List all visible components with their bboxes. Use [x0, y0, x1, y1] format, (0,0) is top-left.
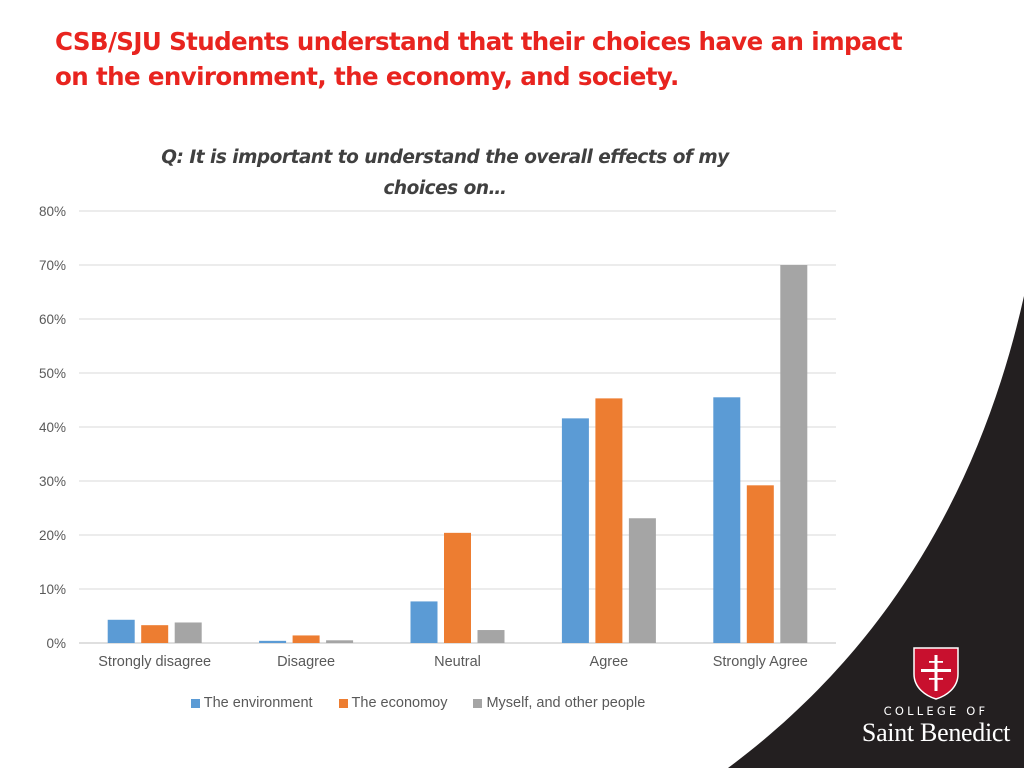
bar: [595, 398, 623, 643]
legend-item-economy: The economoy: [338, 695, 448, 711]
bar: [628, 518, 656, 643]
legend-swatch-people: [473, 698, 483, 708]
bar: [477, 630, 505, 643]
legend-swatch-economy: [338, 698, 348, 708]
bar: [174, 622, 202, 643]
y-tick-label: 50%: [39, 366, 66, 381]
bar-chart: 0% 10% 20% 30% 40% 50% 60% 70% 80% Strongly disag…: [39, 204, 836, 670]
legend-label-economy: The economoy: [351, 695, 448, 711]
bar: [326, 640, 354, 643]
bar: [561, 418, 589, 643]
bar: [410, 601, 438, 643]
x-tick-label: Disagree: [277, 654, 335, 670]
bar: [259, 640, 287, 643]
x-tick-label: Strongly Agree: [713, 654, 808, 670]
y-tick-label: 70%: [39, 258, 66, 273]
bar: [444, 532, 471, 643]
bar: [292, 635, 320, 643]
logo-text-small: COLLEGE OF: [883, 704, 989, 718]
slide-title-line-1: CSB/SJU Students understand that their c…: [55, 27, 903, 56]
y-tick-label: 10%: [39, 582, 66, 597]
bar: [780, 265, 808, 643]
legend-swatch-environment: [190, 698, 200, 708]
bar: [746, 485, 774, 643]
y-tick-label: 40%: [39, 420, 66, 435]
chart-title: Q: It is important to understand the ove…: [130, 142, 760, 204]
legend-item-people: Myself, and other people: [473, 695, 645, 711]
chart-title-line-2: choices on…: [383, 178, 507, 199]
chart-legend: The environment The economoy Myself, and…: [0, 695, 836, 711]
slide-title-line-2: on the environment, the economy, and soc…: [55, 62, 679, 91]
y-tick-label: 0%: [46, 636, 66, 651]
y-tick-label: 80%: [39, 204, 66, 219]
y-tick-label: 30%: [39, 474, 66, 489]
y-tick-label: 20%: [39, 528, 66, 543]
y-tick-label: 60%: [39, 312, 66, 327]
chart-title-line-1: Q: It is important to understand the ove…: [161, 147, 729, 168]
x-tick-label: Agree: [590, 654, 629, 670]
shield-cross-icon: [913, 647, 959, 700]
college-logo: COLLEGE OF Saint Benedict: [852, 646, 1020, 750]
bar: [713, 397, 741, 643]
slide-title: CSB/SJU Students understand that their c…: [55, 24, 935, 94]
x-tick-label: Strongly disagree: [98, 654, 211, 670]
legend-label-people: Myself, and other people: [486, 695, 646, 711]
logo-text-large: Saint Benedict: [861, 718, 1011, 747]
bar: [107, 619, 135, 643]
bar: [141, 625, 169, 643]
x-tick-label: Neutral: [434, 654, 481, 670]
legend-item-environment: The environment: [190, 695, 313, 711]
legend-label-environment: The environment: [203, 695, 313, 711]
